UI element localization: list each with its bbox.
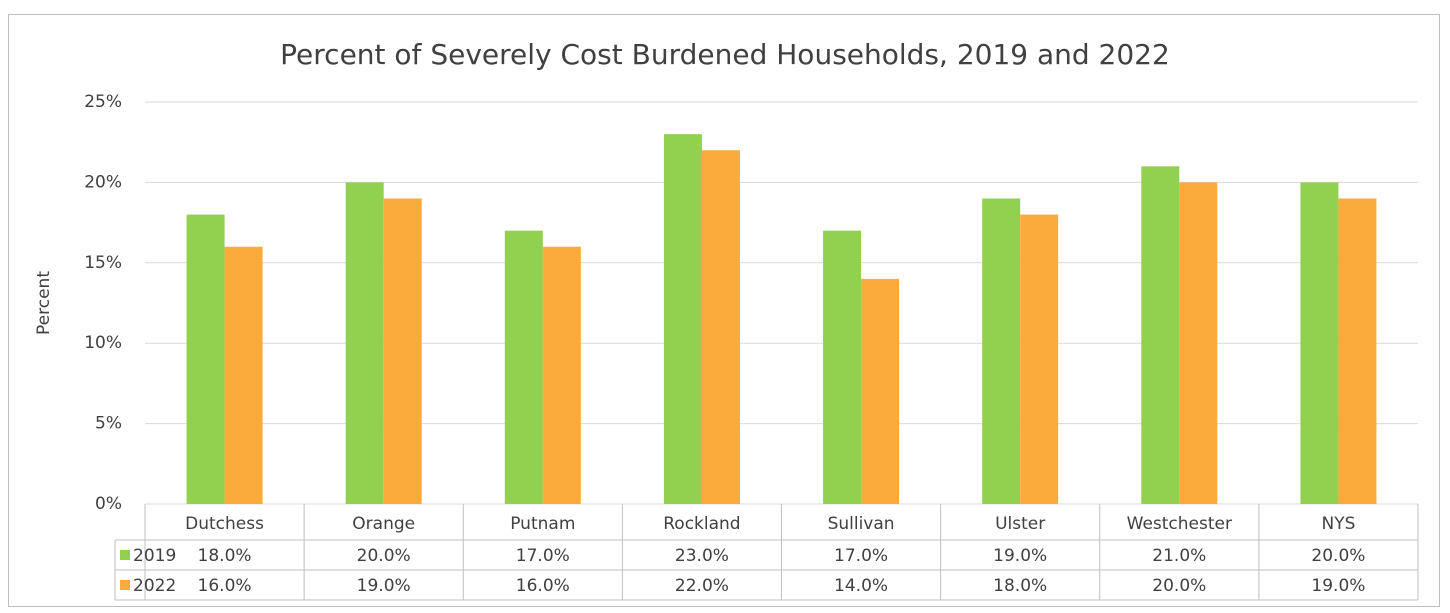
legend-swatch [120, 550, 130, 560]
table-value: 17.0% [834, 546, 888, 566]
table-value: 16.0% [198, 576, 252, 596]
table-value: 19.0% [993, 546, 1047, 566]
table-value: 21.0% [1152, 546, 1206, 566]
bar [383, 198, 422, 505]
table-value: 19.0% [357, 576, 411, 596]
bar [982, 198, 1021, 505]
x-tick-label: NYS [1321, 514, 1355, 534]
table-value: 20.0% [1311, 546, 1365, 566]
y-tick-label: 25% [84, 92, 122, 112]
bar [1179, 182, 1218, 504]
y-tick-label: 0% [95, 494, 122, 514]
bar [186, 214, 225, 504]
x-tick-label: Dutchess [185, 514, 264, 534]
x-tick-label: Ulster [995, 514, 1045, 534]
bar [224, 246, 263, 504]
bar [1141, 166, 1180, 504]
table-value: 19.0% [1311, 576, 1365, 596]
table-value: 17.0% [516, 546, 570, 566]
table-value: 14.0% [834, 576, 888, 596]
table-value: 18.0% [993, 576, 1047, 596]
bar [1020, 214, 1059, 504]
table-value: 18.0% [198, 546, 252, 566]
y-tick-label: 15% [84, 253, 122, 273]
table-value: 20.0% [357, 546, 411, 566]
chart-title: Percent of Severely Cost Burdened Househ… [280, 38, 1170, 71]
x-tick-label: Orange [352, 514, 415, 534]
legend-swatch [120, 580, 130, 590]
bar [861, 278, 900, 504]
y-tick-label: 20% [84, 172, 122, 192]
y-tick-label: 10% [84, 333, 122, 353]
bar [1338, 198, 1377, 505]
bar [701, 150, 740, 505]
x-tick-label: Westchester [1127, 514, 1232, 534]
table-value: 20.0% [1152, 576, 1206, 596]
bar [663, 134, 702, 504]
bar [823, 230, 862, 504]
bar [1300, 182, 1339, 504]
bar [345, 182, 384, 504]
bar [542, 246, 581, 504]
x-tick-label: Sullivan [828, 514, 895, 534]
legend-label: 2022 [133, 576, 176, 596]
x-tick-label: Putnam [510, 514, 575, 534]
y-tick-label: 5% [95, 414, 122, 434]
table-value: 23.0% [675, 546, 729, 566]
table-value: 16.0% [516, 576, 570, 596]
y-axis-label: Percent [34, 271, 54, 335]
legend-label: 2019 [133, 546, 176, 566]
x-tick-label: Rockland [663, 514, 740, 534]
bar [504, 230, 543, 504]
table-value: 22.0% [675, 576, 729, 596]
